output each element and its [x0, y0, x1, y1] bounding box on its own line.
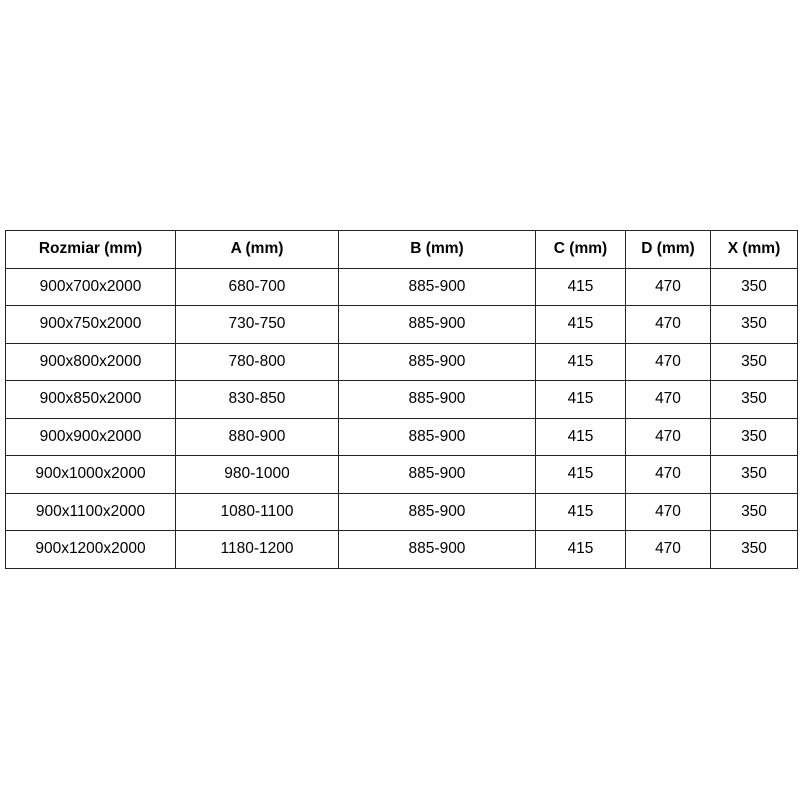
table-row: 900x850x2000 830-850 885-900 415 470 350 [5, 380, 798, 419]
table-cell: 680-700 [175, 267, 339, 306]
table-cell: 470 [625, 342, 711, 381]
table-cell: 350 [710, 342, 798, 381]
table-row: 900x900x2000 880-900 885-900 415 470 350 [5, 417, 798, 456]
column-header: D (mm) [625, 230, 711, 269]
table-cell: 885-900 [338, 342, 536, 381]
table-cell: 780-800 [175, 342, 339, 381]
table-cell: 350 [710, 305, 798, 344]
column-header: X (mm) [710, 230, 798, 269]
table-cell: 885-900 [338, 455, 536, 494]
table-row: 900x800x2000 780-800 885-900 415 470 350 [5, 342, 798, 381]
header-row: Rozmiar (mm) A (mm) B (mm) C (mm) D (mm) X (m… [5, 230, 798, 269]
table-cell: 900x1200x2000 [5, 530, 176, 569]
table-cell: 885-900 [338, 305, 536, 344]
table-cell: 350 [710, 455, 798, 494]
table-cell: 470 [625, 380, 711, 419]
table-row: 900x700x2000 680-700 885-900 415 470 350 [5, 267, 798, 306]
table-cell: 885-900 [338, 267, 536, 306]
table-cell: 885-900 [338, 492, 536, 531]
table-cell: 415 [535, 342, 626, 381]
table-cell: 415 [535, 455, 626, 494]
table-cell: 470 [625, 455, 711, 494]
table-row: 900x1200x2000 1180-1200 885-900 415 470 350 [5, 530, 798, 569]
table-cell: 470 [625, 492, 711, 531]
table-row: 900x1000x2000 980-1000 885-900 415 470 350 [5, 455, 798, 494]
table-cell: 350 [710, 530, 798, 569]
table-cell: 470 [625, 267, 711, 306]
table-cell: 415 [535, 492, 626, 531]
column-header: Rozmiar (mm) [5, 230, 176, 269]
table-cell: 900x900x2000 [5, 417, 176, 456]
table-cell: 1080-1100 [175, 492, 339, 531]
table-row: 900x750x2000 730-750 885-900 415 470 350 [5, 305, 798, 344]
table-cell: 900x700x2000 [5, 267, 176, 306]
table-cell: 885-900 [338, 380, 536, 419]
table-cell: 730-750 [175, 305, 339, 344]
table-cell: 880-900 [175, 417, 339, 456]
column-header: C (mm) [535, 230, 626, 269]
table-cell: 470 [625, 305, 711, 344]
table-cell: 415 [535, 305, 626, 344]
table-cell: 885-900 [338, 417, 536, 456]
table-cell: 350 [710, 417, 798, 456]
table-cell: 830-850 [175, 380, 339, 419]
table-cell: 885-900 [338, 530, 536, 569]
table-cell: 900x1100x2000 [5, 492, 176, 531]
table-cell: 415 [535, 380, 626, 419]
table-cell: 980-1000 [175, 455, 339, 494]
table-cell: 900x1000x2000 [5, 455, 176, 494]
table-cell: 415 [535, 530, 626, 569]
table-cell: 415 [535, 417, 626, 456]
table-cell: 900x800x2000 [5, 342, 176, 381]
dimensions-table: Rozmiar (mm) A (mm) B (mm) C (mm) D (mm) X (m… [5, 230, 798, 569]
table-cell: 470 [625, 417, 711, 456]
table-cell: 415 [535, 267, 626, 306]
table-cell: 350 [710, 492, 798, 531]
table-cell: 1180-1200 [175, 530, 339, 569]
column-header: B (mm) [338, 230, 536, 269]
table-cell: 350 [710, 267, 798, 306]
table-cell: 470 [625, 530, 711, 569]
table-cell: 900x850x2000 [5, 380, 176, 419]
column-header: A (mm) [175, 230, 339, 269]
table-cell: 350 [710, 380, 798, 419]
table-row: 900x1100x2000 1080-1100 885-900 415 470 350 [5, 492, 798, 531]
table-cell: 900x750x2000 [5, 305, 176, 344]
